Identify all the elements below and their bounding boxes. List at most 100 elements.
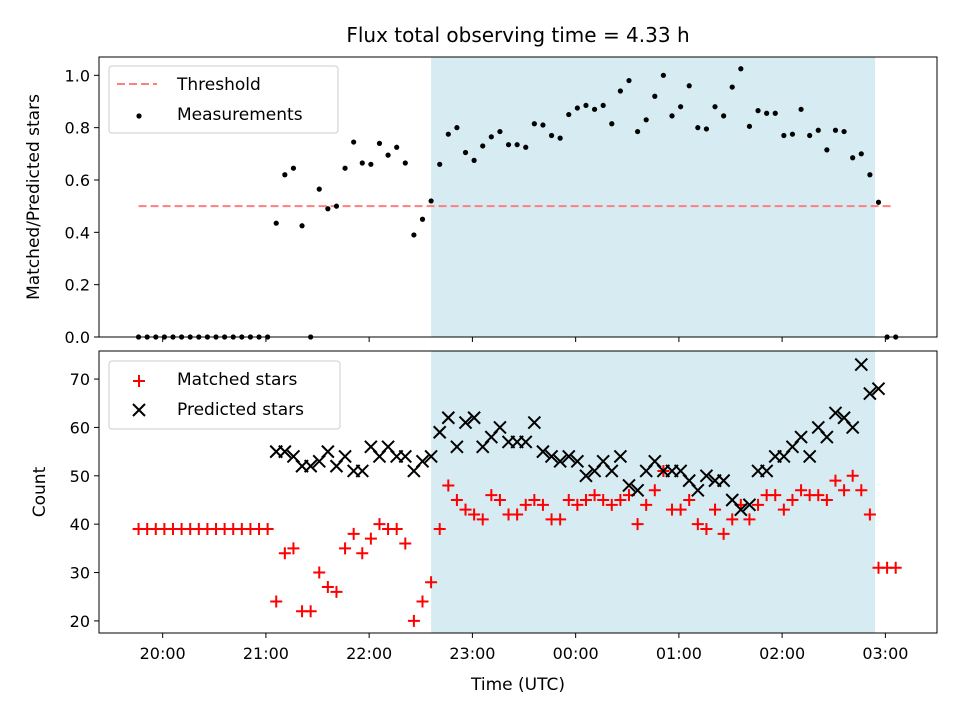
top-panel: 0.0 0.2 0.4 0.6 0.8 1.0 Matched/Predicted sta… [24,56,938,347]
top-axes-frame [98,56,938,338]
y-tick-label: 0.8 [65,119,90,138]
measurement-point [609,121,615,127]
y-tick-label: 1.0 [65,66,90,85]
legend-threshold-label: Threshold [176,75,261,95]
predicted-star-point [613,449,628,464]
matched-star-point [674,503,687,516]
measurement-point [807,132,813,139]
measurement-point [712,104,718,110]
measurement-point [867,172,873,178]
measurement-point [643,117,649,123]
predicted-star-point [544,449,559,464]
measurement-point [695,125,701,131]
measurement-point [351,139,357,145]
legend-matched-swatch [133,375,145,387]
bottom-y-ticks: 20 30 40 50 60 70 [70,370,99,631]
measurement-point [454,125,460,131]
measurement-point [411,232,417,238]
measurement-point [376,140,383,146]
bottom-x-axis-label: Time (UTC) [470,675,565,695]
predicted-star-point [432,425,447,439]
predicted-star-point [605,464,619,478]
y-tick-label: 0.4 [65,223,90,242]
x-tick-label: 01:00 [656,644,702,663]
measurement-point [566,111,572,118]
legend-matched-label: Matched stars [177,370,297,390]
bottom-y-axis-label: Count [30,466,50,517]
matched-star-point [278,547,291,560]
matched-star-point [726,513,739,526]
matched-star-point [433,523,446,536]
measurement-point [686,83,692,89]
measurement-point [574,105,580,111]
measurement-point [858,151,864,157]
measurement-point [445,131,451,137]
matched-star-point [717,527,730,540]
measurement-point [652,93,658,99]
top-legend-box [108,65,339,134]
measurement-point [316,186,322,192]
predicted-star-point [321,444,335,459]
predicted-star-point [622,478,636,493]
matched-star-point [631,518,644,531]
legend-measurements-label: Measurements [177,105,303,125]
predicted-star-point [527,415,542,430]
measurement-point [497,128,503,135]
measurement-point [282,172,288,178]
measurement-point [583,102,589,109]
top-y-ticks: 0.0 0.2 0.4 0.6 0.8 1.0 [65,66,99,347]
matched-star-point [588,489,601,502]
predicted-star-point [338,449,352,464]
matched-star-point [743,513,756,526]
matched-star-point [339,542,352,555]
measurement-point [333,203,340,209]
matched-star-point [347,527,360,540]
measurement-point [437,161,443,167]
measurement-point [480,143,486,149]
matched-star-point [459,503,472,516]
matched-star-point [450,493,463,506]
matched-star-point [528,493,541,506]
x-tick-label: 20:00 [140,644,186,663]
predicted-star-point [458,415,473,430]
matched-star-point [270,595,283,608]
bottom-observing-window-shade [431,351,876,633]
matched-star-point [889,561,902,574]
matched-star-point [511,508,524,521]
measurement-point [419,216,426,222]
matched-star-point [579,493,592,506]
measurement-point [875,199,882,205]
x-tick-label: 03:00 [862,644,908,663]
x-tick-label: 21:00 [243,644,289,663]
predicted-star-point [794,430,808,444]
predicted-star-point [691,483,705,498]
matched-star-point [691,518,704,531]
predicted-star-point [871,382,886,396]
y-tick-label: 0.0 [65,328,90,347]
measurement-point [385,152,391,158]
predicted-star-point [467,411,481,425]
matched-star-point [709,503,722,516]
matched-star-point [416,595,429,608]
measurement-point [617,88,623,94]
matched-star-point [536,498,549,511]
measurement-point [850,155,856,161]
measurement-point [342,165,348,171]
measurement-point [764,110,770,116]
matched-star-point [442,479,455,492]
measurement-point [359,160,365,166]
measurement-point [325,206,331,212]
predicted-star-point [734,502,748,517]
matched-star-point [364,532,377,545]
predicted-star-point [553,454,567,468]
y-tick-label: 30 [70,564,90,583]
predicted-star-point [562,449,576,464]
predicted-star-point [845,420,860,435]
matched-star-point [321,581,334,594]
predicted-star-point [450,440,464,454]
measurement-point [557,135,563,141]
matched-star-point [356,547,369,560]
matched-star-point [700,523,713,536]
measurement-point [402,160,408,166]
predicted-star-point [415,454,430,468]
